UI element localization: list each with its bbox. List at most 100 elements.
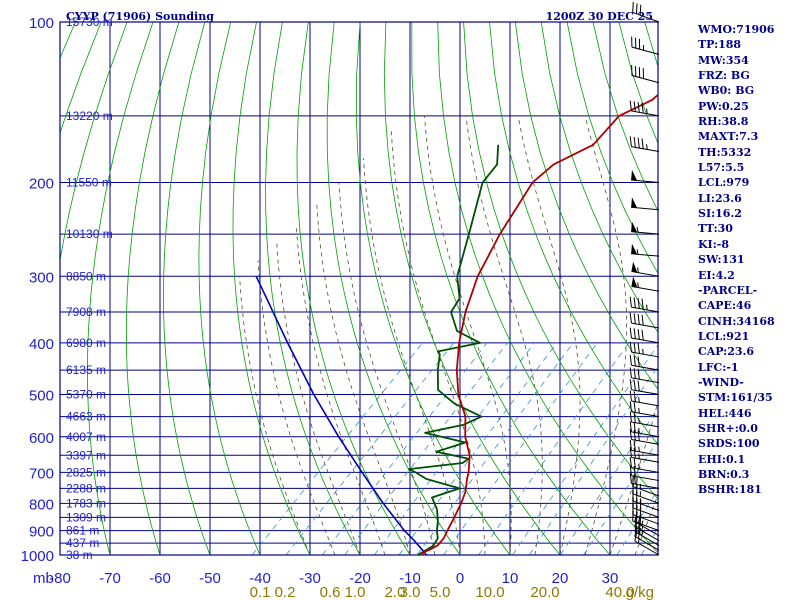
wind-barb-feather xyxy=(633,447,636,459)
wind-barb xyxy=(629,439,660,456)
wind-barb xyxy=(631,65,660,84)
wind-barb-feather xyxy=(633,368,636,379)
dry-adiabat xyxy=(86,22,154,555)
wind-barb xyxy=(631,36,660,55)
wind-barb-feather xyxy=(633,402,636,413)
wind-barb-staff xyxy=(631,475,660,482)
wind-barb-feather xyxy=(635,477,638,488)
sounding-index: SHR+:0.0 xyxy=(698,421,758,435)
wind-barb-staff xyxy=(634,521,660,537)
dry-adiabat xyxy=(489,22,658,446)
wind-barb-feather xyxy=(633,328,636,339)
sounding-index: STM:161/35 xyxy=(698,391,773,405)
wind-barb xyxy=(629,367,660,384)
moist-adiabat xyxy=(424,115,512,555)
wind-barb xyxy=(629,327,660,344)
mixing-ratio-label: 1.0 xyxy=(345,584,366,600)
wind-barb-feather xyxy=(633,440,636,452)
wind-barb-flag xyxy=(631,243,638,255)
wind-barb xyxy=(631,197,660,211)
mixing-ratio-line xyxy=(322,342,488,555)
moist-adiabat xyxy=(295,224,386,555)
mixing-ratio-labels: 0.1 0.2 0.6 1.0 2.03.0 5.0 10.0 20.0 40.0g/kg xyxy=(250,584,654,600)
wind-barb-staff xyxy=(631,75,660,84)
wind-barb xyxy=(629,312,660,329)
parcel-path-line xyxy=(255,275,428,555)
moist-adiabat xyxy=(465,115,543,555)
dry-adiabat xyxy=(198,22,261,555)
wind-barb-feather xyxy=(629,354,632,366)
wind-barb-feather xyxy=(637,430,640,441)
wind-barb-feather xyxy=(629,401,632,412)
wind-barb-staff xyxy=(631,322,660,329)
moist-adiabat xyxy=(239,276,311,555)
sounding-index: SW:131 xyxy=(698,253,745,267)
sounding-index: FRZ: BG xyxy=(698,69,750,83)
wind-barb-feather xyxy=(633,297,636,308)
wind-barb-staff xyxy=(632,520,660,532)
wind-barb-feather xyxy=(633,313,636,324)
temperature-tick-labels: -80 -70 -60 -50 -40 -30 -20 -10 0 10 20 30 xyxy=(49,570,618,587)
wind-barb-half-feather xyxy=(638,453,640,459)
wind-barb-staff xyxy=(631,467,660,473)
height-label: 15730 m xyxy=(66,15,113,29)
sounding-index: LCL:921 xyxy=(698,329,750,343)
wind-barb-staff xyxy=(634,531,660,546)
wind-barb xyxy=(631,221,660,235)
sounding-index: SI:16.2 xyxy=(698,207,742,221)
wind-barb-staff xyxy=(631,351,660,358)
sounding-index: WB0: BG xyxy=(698,84,755,98)
wind-barb xyxy=(629,447,660,463)
wind-barb-staff xyxy=(631,421,660,428)
sounding-indices: WMO:71906 TP:188 MW:354 FRZ: BG WB0: BG PW:0.… xyxy=(698,22,775,498)
sounding-index: CAP:23.6 xyxy=(698,345,755,359)
wind-barb-half-feather xyxy=(646,144,648,150)
wind-barb-staff xyxy=(631,306,660,313)
wind-barb-flag xyxy=(631,170,638,181)
mixing-ratio-line xyxy=(398,342,558,555)
sounding-index: TH:5332 xyxy=(698,145,752,159)
height-label: 437 m xyxy=(66,536,99,550)
wind-barb xyxy=(632,475,660,497)
sounding-time: 1200Z 30 DEC 25 xyxy=(546,10,653,23)
moist-adiabat xyxy=(517,115,581,555)
temperature-tick-label: -40 xyxy=(249,570,271,587)
wind-barb-feather xyxy=(629,473,632,484)
wind-barb-feather xyxy=(633,473,636,485)
height-label: 7908 m xyxy=(66,305,106,319)
sounding-index: LFC:-1 xyxy=(698,360,739,374)
wind-barb-feather xyxy=(629,296,632,308)
sounding-index: -WIND- xyxy=(698,375,744,389)
height-label: 3397 m xyxy=(66,448,106,462)
wind-barb-staff xyxy=(632,11,660,23)
temperature-tick-label: 30 xyxy=(602,570,619,587)
height-label: 4007 m xyxy=(66,430,106,444)
isobar-grid xyxy=(60,22,658,555)
wind-barb-feather xyxy=(637,380,640,392)
wind-barb xyxy=(629,411,660,428)
sounding-index: MAXT:7.3 xyxy=(698,130,759,144)
temperature-tick-label: 10 xyxy=(502,570,519,587)
wind-barb-feather xyxy=(629,312,632,324)
sounding-profiles xyxy=(255,93,658,555)
height-label: 1783 m xyxy=(66,496,106,510)
temperature-tick-label: -30 xyxy=(299,570,321,587)
wind-barb xyxy=(629,401,660,418)
wind-barb-feather xyxy=(641,314,644,326)
wind-barb-half-feather xyxy=(638,407,640,414)
mixing-ratio-line xyxy=(528,365,658,555)
pressure-tick-label: 1000 xyxy=(21,548,54,565)
mixing-ratio-label: 2.0 xyxy=(385,584,406,600)
mixing-ratio-line xyxy=(344,342,508,555)
wind-barb-feather xyxy=(629,439,632,451)
wind-barb-feather xyxy=(629,100,632,112)
sounding-index: LI:23.6 xyxy=(698,191,742,205)
temperature-tick-label: -50 xyxy=(199,570,221,587)
wind-barb-feather xyxy=(629,421,632,432)
wind-barb xyxy=(631,170,660,183)
sounding-index: SRDS:100 xyxy=(698,437,760,451)
plot-border xyxy=(59,21,659,556)
mixing-ratio-label: 40.0 xyxy=(605,584,634,600)
mixing-ratio-unit: g/kg xyxy=(626,584,654,600)
